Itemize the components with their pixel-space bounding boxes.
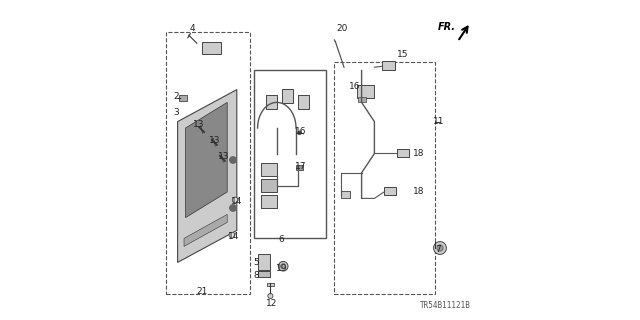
Circle shape [434, 242, 447, 254]
Bar [166, 32, 250, 294]
Bar [298, 95, 310, 109]
Circle shape [230, 205, 236, 211]
Polygon shape [178, 90, 237, 262]
Polygon shape [184, 214, 227, 246]
Bar [254, 70, 326, 238]
Circle shape [278, 261, 288, 271]
Text: 18: 18 [413, 149, 425, 158]
Bar [397, 149, 409, 157]
Text: 13: 13 [193, 120, 204, 129]
Text: 13: 13 [218, 152, 230, 161]
Text: 14: 14 [228, 232, 239, 241]
Bar [261, 163, 277, 176]
Text: 16: 16 [295, 127, 307, 136]
Bar [258, 254, 271, 270]
Text: 3: 3 [173, 108, 179, 116]
Text: 20: 20 [337, 24, 348, 33]
Bar [357, 85, 374, 98]
Text: 17: 17 [295, 162, 307, 171]
Text: 18: 18 [413, 188, 425, 196]
Text: 16: 16 [349, 82, 361, 91]
Bar [358, 97, 366, 102]
Circle shape [232, 197, 238, 203]
Circle shape [229, 232, 235, 238]
Text: 12: 12 [266, 300, 278, 308]
Bar [282, 89, 293, 103]
Text: FR.: FR. [438, 22, 456, 32]
Text: 2: 2 [173, 92, 179, 100]
Bar [258, 271, 271, 277]
Circle shape [298, 131, 301, 134]
Text: 14: 14 [231, 197, 243, 206]
Text: 7: 7 [436, 245, 441, 254]
Bar [179, 95, 187, 101]
Bar [340, 191, 351, 198]
Bar [334, 62, 435, 294]
Text: 15: 15 [397, 50, 409, 59]
Text: 13: 13 [209, 136, 220, 145]
Bar [296, 165, 303, 170]
Text: 6: 6 [279, 236, 284, 244]
Text: 8: 8 [253, 271, 259, 280]
Circle shape [268, 293, 273, 299]
Text: TR54B11121B: TR54B11121B [420, 301, 470, 310]
Circle shape [280, 264, 285, 269]
Bar [383, 61, 396, 70]
Polygon shape [186, 102, 227, 218]
Text: 5: 5 [253, 258, 259, 267]
Bar [261, 195, 277, 208]
Text: 11: 11 [433, 117, 444, 126]
Bar [261, 179, 277, 192]
Bar [384, 187, 396, 195]
Circle shape [230, 157, 236, 163]
Bar [202, 42, 221, 54]
Text: 19: 19 [276, 264, 287, 273]
Bar [267, 283, 275, 286]
Bar [266, 95, 278, 109]
Text: 21: 21 [196, 287, 207, 296]
Circle shape [437, 245, 443, 251]
Text: 4: 4 [189, 24, 195, 33]
